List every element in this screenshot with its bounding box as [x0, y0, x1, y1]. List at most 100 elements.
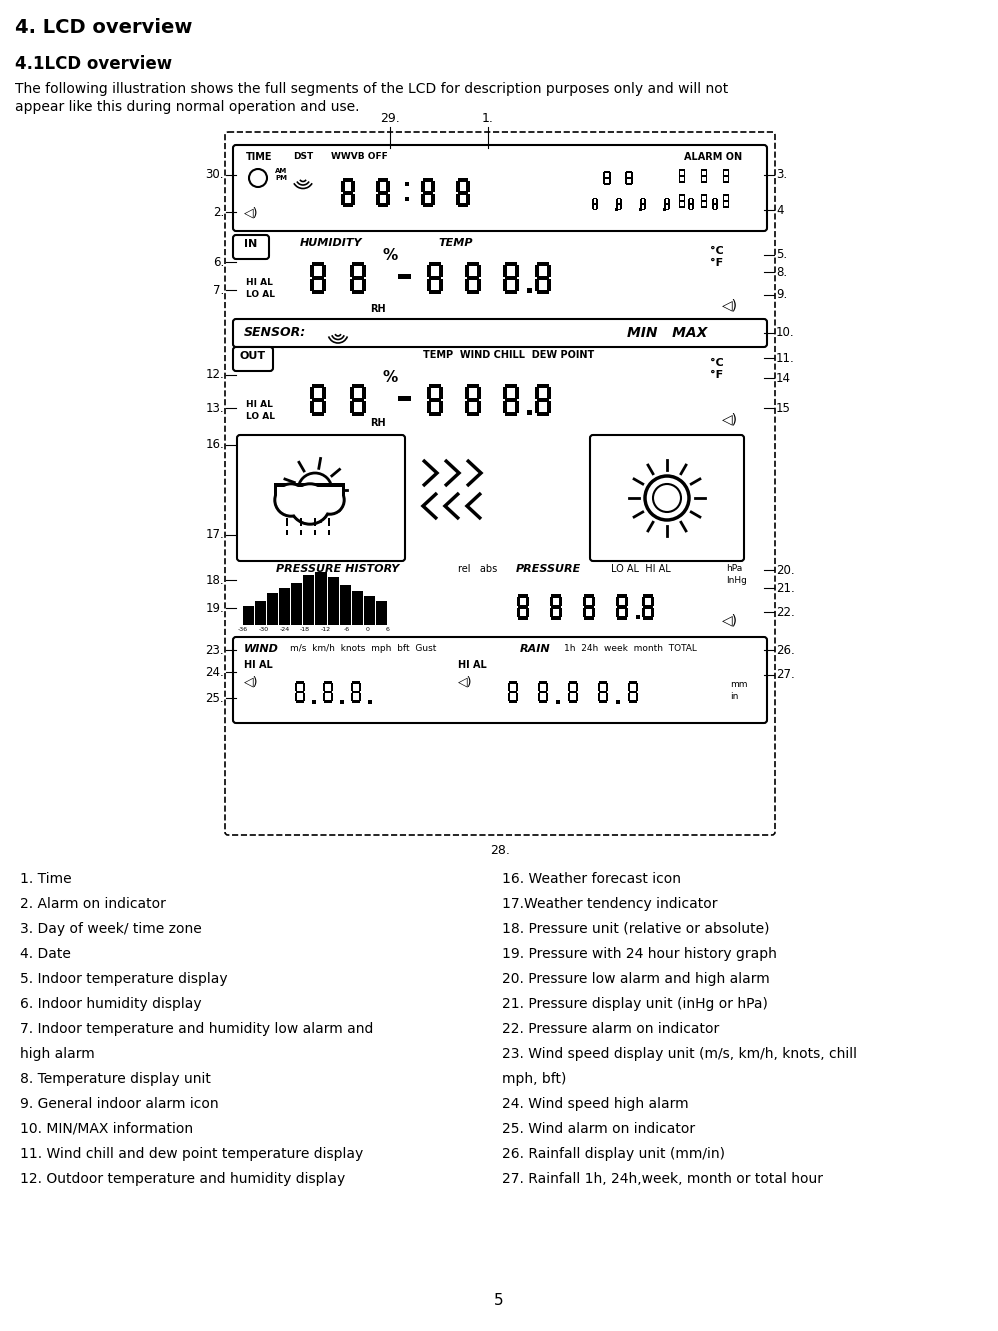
Text: ◁): ◁): [244, 206, 258, 220]
Bar: [477, 280, 481, 291]
Text: 21.: 21.: [776, 582, 794, 595]
Bar: [274, 483, 345, 500]
Bar: [538, 692, 541, 700]
Bar: [527, 287, 532, 293]
FancyBboxPatch shape: [233, 347, 273, 371]
Circle shape: [289, 483, 331, 524]
Text: WIND: WIND: [244, 644, 278, 654]
Bar: [503, 387, 507, 399]
Bar: [422, 178, 433, 182]
Bar: [679, 177, 681, 181]
Bar: [547, 401, 551, 413]
Bar: [349, 280, 354, 291]
Bar: [717, 198, 719, 204]
Bar: [551, 616, 561, 620]
Bar: [458, 204, 468, 208]
Text: 11.: 11.: [776, 351, 794, 365]
Bar: [618, 616, 627, 620]
Text: 6.: 6.: [213, 256, 224, 269]
Bar: [616, 700, 620, 704]
Bar: [664, 205, 666, 209]
Text: 5.: 5.: [776, 249, 787, 261]
Bar: [702, 169, 707, 170]
Bar: [723, 201, 725, 206]
Bar: [615, 208, 618, 212]
Bar: [669, 198, 671, 204]
Bar: [467, 290, 479, 294]
Bar: [300, 518, 302, 526]
Bar: [701, 201, 703, 206]
Bar: [526, 596, 529, 606]
Bar: [584, 616, 594, 620]
Bar: [701, 170, 703, 176]
Bar: [286, 518, 288, 526]
FancyBboxPatch shape: [233, 319, 767, 347]
Bar: [728, 177, 730, 181]
Text: 8. Temperature display unit: 8. Temperature display unit: [20, 1071, 211, 1086]
Text: 15: 15: [776, 402, 790, 414]
Bar: [645, 205, 646, 209]
Text: 17.: 17.: [206, 528, 224, 542]
Bar: [641, 209, 646, 210]
Bar: [422, 190, 433, 194]
Bar: [651, 608, 655, 618]
Bar: [467, 383, 479, 387]
Bar: [350, 692, 353, 700]
Circle shape: [318, 488, 342, 512]
Bar: [583, 608, 586, 618]
Text: HI AL: HI AL: [246, 401, 272, 409]
Text: appear like this during normal operation and use.: appear like this during normal operation…: [15, 100, 359, 114]
Bar: [429, 398, 441, 402]
Bar: [593, 198, 598, 200]
Bar: [527, 410, 532, 415]
FancyBboxPatch shape: [237, 435, 405, 560]
Bar: [597, 205, 598, 209]
Bar: [405, 182, 409, 186]
Bar: [352, 413, 364, 417]
Text: °C: °C: [710, 246, 724, 256]
Bar: [640, 205, 642, 209]
Bar: [617, 209, 622, 210]
Bar: [693, 205, 695, 209]
Bar: [592, 198, 594, 204]
Bar: [368, 700, 372, 704]
Bar: [636, 615, 640, 619]
Bar: [294, 683, 297, 691]
Text: 27. Rainfall 1h, 24h,week, month or total hour: 27. Rainfall 1h, 24h,week, month or tota…: [502, 1173, 823, 1186]
Bar: [724, 169, 729, 170]
Bar: [535, 265, 539, 277]
Bar: [569, 681, 577, 684]
Bar: [616, 596, 619, 606]
Bar: [625, 596, 629, 606]
Bar: [279, 588, 290, 626]
Bar: [362, 280, 366, 291]
Text: 24.: 24.: [206, 666, 224, 679]
Text: ◁): ◁): [722, 614, 738, 627]
Bar: [324, 681, 332, 684]
Bar: [322, 387, 326, 399]
Text: -18: -18: [300, 627, 310, 632]
Bar: [689, 209, 694, 210]
Bar: [509, 691, 517, 693]
Text: 5. Indoor temperature display: 5. Indoor temperature display: [20, 972, 228, 986]
Bar: [277, 487, 342, 500]
Bar: [509, 700, 517, 703]
Bar: [458, 178, 468, 182]
Text: °F: °F: [710, 258, 724, 268]
Text: ◁): ◁): [722, 298, 738, 311]
Bar: [375, 194, 379, 205]
Bar: [641, 198, 646, 200]
Text: 22. Pressure alarm on indicator: 22. Pressure alarm on indicator: [502, 1022, 720, 1036]
Bar: [627, 184, 632, 185]
Text: -12: -12: [320, 627, 331, 632]
Bar: [592, 608, 596, 618]
Bar: [724, 200, 729, 202]
Bar: [629, 681, 637, 684]
Text: AM
PM: AM PM: [275, 168, 287, 181]
Bar: [728, 196, 730, 201]
Bar: [547, 280, 551, 291]
Text: mph, bft): mph, bft): [502, 1071, 567, 1086]
Text: °F: °F: [710, 370, 724, 379]
Text: 20.: 20.: [776, 563, 794, 576]
Bar: [427, 387, 431, 399]
